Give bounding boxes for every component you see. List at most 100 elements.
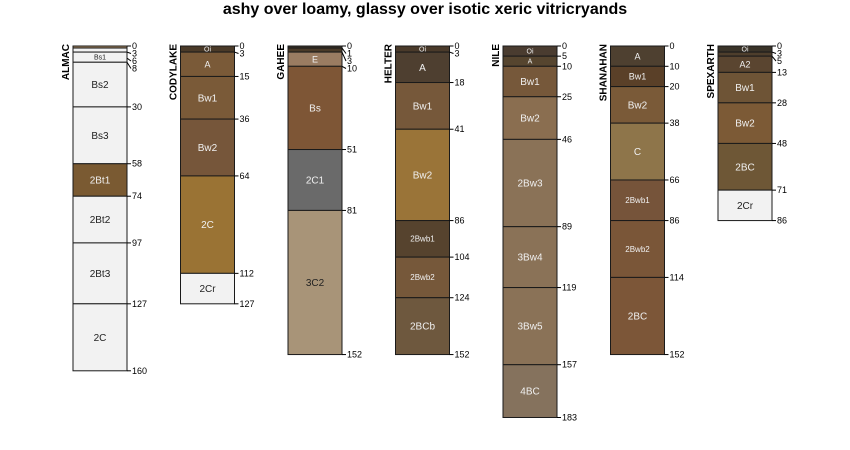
depth-label: 25 <box>562 92 572 102</box>
horizon-label: 2Bt1 <box>90 175 111 186</box>
profile-name: ALMAC <box>61 44 72 80</box>
depth-label: 5 <box>777 56 782 66</box>
horizon-label: Bw1 <box>413 101 433 112</box>
depth-label: 0 <box>562 41 567 51</box>
depth-label: 112 <box>240 268 254 278</box>
horizon-band <box>395 297 450 356</box>
horizon-band <box>180 175 235 274</box>
depth-tick <box>126 51 132 54</box>
depth-label: 15 <box>240 71 250 81</box>
horizon-label: 3Bw4 <box>517 253 542 264</box>
horizon-band <box>610 220 665 278</box>
horizon-label: 2C1 <box>306 175 325 186</box>
depth-label: 64 <box>240 171 250 181</box>
depth-label: 28 <box>777 98 787 108</box>
depth-label: 89 <box>562 222 572 232</box>
soil-profile-codylake: Oi A Bw1 Bw2 2C 2Cr 03 15 36 64 112 127 CODYLAKE <box>169 41 255 309</box>
depth-label: 58 <box>132 159 142 169</box>
depth-label: 20 <box>670 82 680 92</box>
depth-label: 81 <box>347 205 357 215</box>
depth-label: 104 <box>455 252 470 262</box>
horizon-band <box>395 128 450 222</box>
horizon-band <box>610 276 665 356</box>
horizon-label: A <box>419 63 426 74</box>
horizon-label: Bw2 <box>413 170 433 181</box>
horizon-label: 2Cr <box>737 201 754 212</box>
depth-label: 152 <box>455 350 470 360</box>
horizon-band <box>717 189 773 222</box>
horizon-label: E <box>312 54 318 64</box>
depth-label: 124 <box>455 293 470 303</box>
profile-name: HELTER <box>384 43 395 83</box>
horizon-label: 2BC <box>735 162 754 173</box>
horizon-label: 3Bw5 <box>517 322 542 333</box>
horizon-label: Oi <box>527 49 534 56</box>
horizon-label: Bw1 <box>520 77 540 88</box>
horizon-band <box>72 163 128 197</box>
depth-label: 3 <box>132 49 137 59</box>
depth-label: 119 <box>562 283 576 293</box>
horizon-band <box>72 242 128 305</box>
depth-label: 97 <box>132 238 142 248</box>
horizon-band <box>502 226 558 289</box>
horizon-label: Bw1 <box>629 72 647 82</box>
depth-label: 3 <box>347 56 352 66</box>
depth-label: 3 <box>240 49 245 59</box>
profile-name: SHANAHAN <box>599 44 610 101</box>
horizon-band <box>610 179 665 222</box>
horizon-band <box>502 65 558 98</box>
horizon-label: A <box>528 59 533 66</box>
depth-label: 3 <box>777 49 782 59</box>
depth-label: 66 <box>670 175 680 185</box>
horizon-label: Bw2 <box>628 100 648 111</box>
depth-label: 74 <box>132 191 142 201</box>
horizon-band <box>502 364 558 418</box>
horizon-label: 4BC <box>520 387 539 398</box>
profile-name: NILE <box>491 44 502 67</box>
horizon-label: 2Bwb2 <box>410 273 435 282</box>
horizon-band <box>717 142 773 191</box>
horizon-band <box>72 195 128 244</box>
depth-label: 0 <box>455 41 460 51</box>
depth-label: 160 <box>132 366 147 376</box>
depth-label: 157 <box>562 360 577 370</box>
horizon-band <box>717 51 773 57</box>
depth-label: 0 <box>347 41 352 51</box>
profile-name: CODYLAKE <box>169 44 180 100</box>
depth-label: 46 <box>562 134 572 144</box>
horizon-band <box>72 303 128 372</box>
horizon-label: Bw2 <box>198 143 218 154</box>
depth-label: 10 <box>562 61 572 71</box>
horizon-band <box>502 138 558 228</box>
depth-label: 13 <box>777 67 787 77</box>
depth-label: 38 <box>670 118 680 128</box>
depth-label: 5 <box>562 51 567 61</box>
horizon-label: Oi <box>204 46 211 53</box>
horizon-band <box>180 272 235 305</box>
horizon-label: Bs <box>309 103 321 114</box>
depth-label: 127 <box>132 299 147 309</box>
horizon-band <box>717 71 773 104</box>
profile-name: GAHEE <box>276 44 287 80</box>
horizon-band <box>610 122 665 181</box>
depth-label: 10 <box>670 61 680 71</box>
horizon-band <box>287 149 343 211</box>
horizon-label: 2Bwb1 <box>410 235 435 244</box>
depth-label: 30 <box>132 102 142 112</box>
horizon-label: C <box>634 147 641 158</box>
horizon-label: Bw1 <box>198 93 218 104</box>
horizon-label: Bw1 <box>735 83 755 94</box>
horizon-band <box>180 118 235 177</box>
depth-label: 51 <box>347 145 357 155</box>
horizon-label: Oi <box>742 46 749 53</box>
horizon-band <box>395 220 450 258</box>
horizon-band <box>287 65 343 151</box>
horizon-label: Bs3 <box>91 131 109 142</box>
horizon-label: 2C <box>201 220 214 231</box>
depth-tick <box>234 51 239 54</box>
depth-label: 152 <box>347 350 362 360</box>
